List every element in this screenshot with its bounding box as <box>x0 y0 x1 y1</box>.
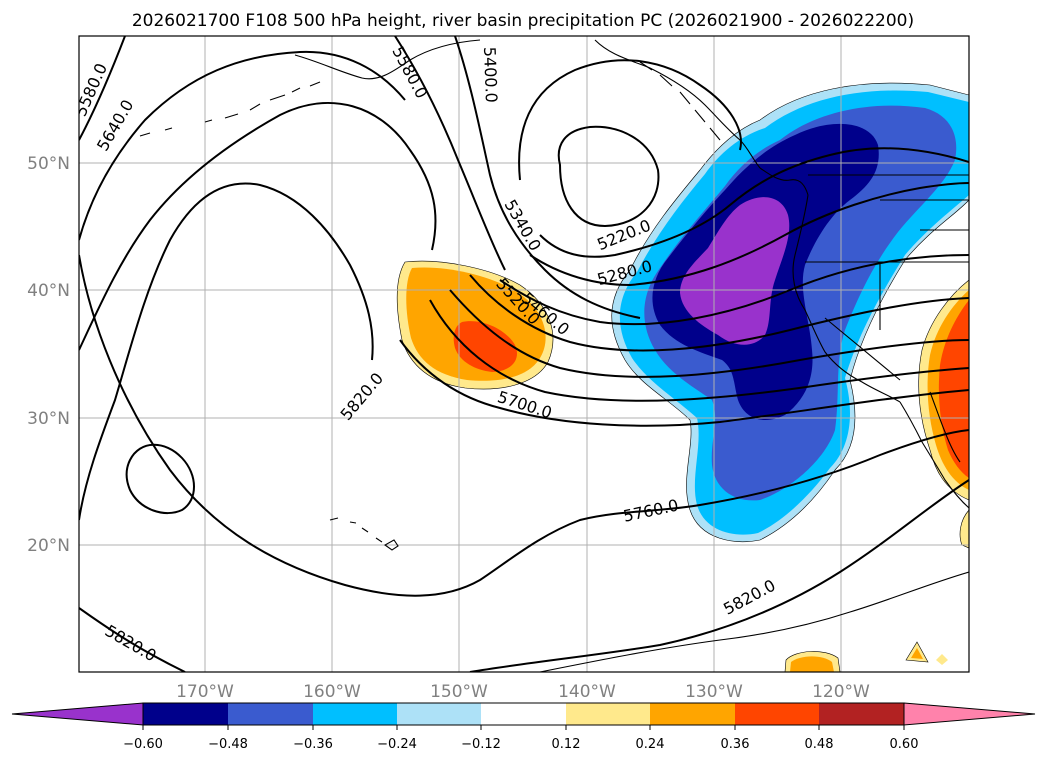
colorbar-bin <box>735 703 819 725</box>
colorbar-tick-label: −0.12 <box>461 737 501 752</box>
contour-5220 <box>539 147 969 258</box>
contour-5580-a <box>79 36 126 141</box>
bc-coast <box>759 167 809 196</box>
contour-5340 <box>518 59 742 181</box>
colorbar-bin <box>397 703 481 725</box>
lat-tick: 50°N <box>27 154 70 174</box>
colorbar-ticks <box>142 725 905 730</box>
colorbar-extend-max <box>903 702 1036 726</box>
us-west-coast <box>792 194 901 403</box>
fill-pos-spot-1b <box>911 648 923 659</box>
map-frame <box>78 35 970 673</box>
colorbar-tick-label: 0.36 <box>721 737 750 752</box>
lon-tick: 160°W <box>303 682 361 702</box>
lat-tick: 20°N <box>27 536 70 556</box>
contour-5820-east <box>469 479 969 672</box>
alaska-islands <box>639 61 721 141</box>
lon-tick: 130°W <box>685 682 743 702</box>
contour-5460 <box>499 254 969 326</box>
contour-5400 <box>454 36 641 319</box>
colorbar-bin <box>819 703 904 725</box>
contour-5820-closed <box>125 443 195 515</box>
lon-tick-labels: 170°W 160°W 150°W 140°W 130°W 120°W <box>176 682 870 702</box>
coastlines <box>139 39 969 672</box>
colorbar-tick-label: 0.24 <box>636 737 665 752</box>
aleutian-chain <box>139 81 321 137</box>
colorbar-bin <box>650 703 735 725</box>
figure-title: 2026021700 F108 500 hPa height, river ba… <box>132 11 914 31</box>
contour-5220-loop <box>557 125 660 228</box>
colorbar-frame <box>142 702 905 726</box>
hawaii-islands <box>329 517 399 551</box>
colorbar-tick-label: 0.48 <box>805 737 834 752</box>
contour-label: 5400.0 <box>480 47 501 104</box>
gulf-of-california <box>929 391 961 463</box>
lat-tick-labels: 50°N 40°N 30°N 20°N <box>27 154 70 556</box>
lon-tick: 150°W <box>430 682 488 702</box>
mexico-coast-south <box>539 571 969 672</box>
map-panel: 5580.0 5640.0 5580.0 5400.0 5340.0 5220.… <box>27 35 970 702</box>
lat-tick: 30°N <box>27 409 70 429</box>
contour-5580-c <box>449 289 969 378</box>
colorbar-bin <box>228 703 313 725</box>
colorbar-bin <box>143 703 228 725</box>
baja-coast <box>899 401 969 509</box>
contour-5640-b <box>429 299 969 402</box>
colorbar-bin <box>566 703 650 725</box>
contour-5760 <box>79 254 969 597</box>
lon-tick: 170°W <box>176 682 234 702</box>
colorbar: −0.60 −0.48 −0.36 −0.24 −0.12 0.12 0.24 … <box>11 702 1036 752</box>
contour-5580-b <box>394 36 506 271</box>
colorbar-tick-label: −0.36 <box>293 737 333 752</box>
colorbar-tick-label: 0.60 <box>890 737 919 752</box>
contour-5820-ridge <box>79 101 437 351</box>
fill-pos-south-1 <box>790 656 834 672</box>
colorbar-tick-labels: −0.60 −0.48 −0.36 −0.24 −0.12 0.12 0.24 … <box>123 737 918 752</box>
contour-5700 <box>399 339 969 427</box>
height-contours <box>79 36 969 672</box>
contour-5640-a <box>79 50 406 241</box>
colorbar-tick-label: −0.48 <box>208 737 248 752</box>
fill-pos-spot-2 <box>936 654 948 665</box>
colorbar-bin <box>313 703 397 725</box>
lon-tick: 140°W <box>558 682 616 702</box>
colorbar-bin <box>481 703 566 725</box>
colorbar-tick-label: −0.60 <box>123 737 163 752</box>
gridlines <box>79 36 969 672</box>
contour-5820-inner <box>79 182 374 521</box>
state-borders <box>805 199 969 381</box>
lon-tick: 120°W <box>812 682 870 702</box>
contour-5280 <box>529 182 969 287</box>
colorbar-tick-label: 0.12 <box>552 737 581 752</box>
contour-5820-south <box>79 607 186 672</box>
colorbar-extend-min <box>11 702 144 726</box>
fill-neg-strong <box>680 197 790 345</box>
lat-tick: 40°N <box>27 281 70 301</box>
alaska-coast <box>294 39 481 80</box>
alaska-panhandle <box>594 39 761 169</box>
contour-5520 <box>469 274 969 352</box>
fill-pos-2 <box>453 321 518 372</box>
colorbar-tick-label: −0.24 <box>377 737 417 752</box>
